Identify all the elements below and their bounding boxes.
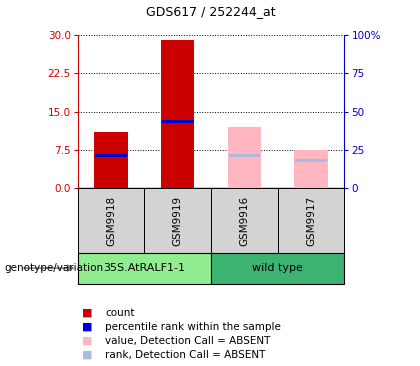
Bar bbox=[94, 132, 128, 188]
Text: wild type: wild type bbox=[252, 263, 303, 273]
Text: ■: ■ bbox=[82, 322, 92, 332]
Text: GDS617 / 252244_at: GDS617 / 252244_at bbox=[146, 5, 276, 18]
FancyBboxPatch shape bbox=[211, 253, 344, 284]
Text: GSM9919: GSM9919 bbox=[173, 195, 183, 246]
Text: 35S.AtRALF1-1: 35S.AtRALF1-1 bbox=[103, 263, 185, 273]
Bar bbox=[295, 159, 327, 162]
FancyBboxPatch shape bbox=[78, 188, 144, 253]
FancyBboxPatch shape bbox=[78, 253, 211, 284]
Text: ■: ■ bbox=[82, 336, 92, 346]
Bar bbox=[162, 120, 194, 123]
Text: GSM9918: GSM9918 bbox=[106, 195, 116, 246]
FancyBboxPatch shape bbox=[144, 188, 211, 253]
Text: rank, Detection Call = ABSENT: rank, Detection Call = ABSENT bbox=[105, 350, 265, 360]
Text: genotype/variation: genotype/variation bbox=[4, 263, 103, 273]
FancyBboxPatch shape bbox=[278, 188, 344, 253]
Text: GSM9916: GSM9916 bbox=[239, 195, 249, 246]
Bar bbox=[161, 40, 194, 188]
Bar bbox=[228, 127, 261, 188]
Text: ■: ■ bbox=[82, 350, 92, 360]
Text: count: count bbox=[105, 308, 134, 318]
FancyBboxPatch shape bbox=[211, 188, 278, 253]
Text: percentile rank within the sample: percentile rank within the sample bbox=[105, 322, 281, 332]
Text: ■: ■ bbox=[82, 308, 92, 318]
Bar bbox=[294, 150, 328, 188]
Text: GSM9917: GSM9917 bbox=[306, 195, 316, 246]
Bar bbox=[95, 154, 127, 157]
Bar bbox=[228, 154, 260, 157]
Text: value, Detection Call = ABSENT: value, Detection Call = ABSENT bbox=[105, 336, 270, 346]
